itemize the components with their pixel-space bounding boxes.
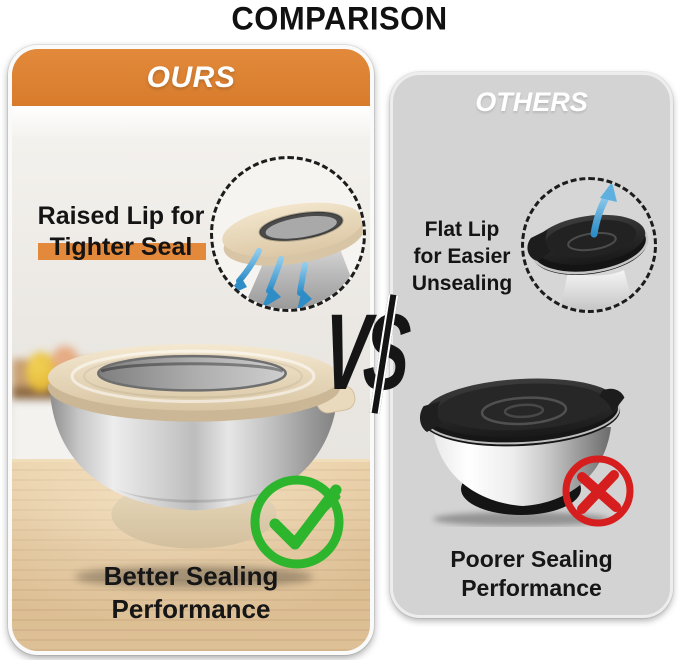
others-result-text: Poorer Sealing Performance <box>393 545 670 603</box>
lid-tab <box>527 229 551 262</box>
ours-feature-line2: Tighter Seal <box>49 233 193 261</box>
others-result-line1: Poorer Sealing <box>450 546 613 572</box>
others-feature-line3: Unsealing <box>411 272 513 295</box>
others-header: OTHERS <box>393 87 670 118</box>
raised-lip-detail-icon <box>222 202 363 309</box>
vs-badge: VS <box>319 291 439 418</box>
others-feature-line2: for Easier <box>413 245 511 268</box>
lid-tab <box>420 401 443 432</box>
others-result-line2: Performance <box>461 575 602 601</box>
others-feature-line1: Flat Lip <box>424 218 500 241</box>
ours-result-line1: Better Sealing <box>103 561 279 591</box>
others-feature-callout: Flat Lip for Easier Unsealing <box>393 216 531 297</box>
light-fade <box>12 106 370 140</box>
ours-result-line2: Performance <box>111 594 271 624</box>
zoom-detail-circle-others <box>521 177 657 313</box>
x-icon <box>557 450 639 532</box>
bowl-steel-body <box>49 391 339 511</box>
ours-result-text: Better Sealing Performance <box>12 560 370 626</box>
ours-header-label: OURS <box>146 60 236 94</box>
unseal-direction-arrow-icon <box>590 182 617 238</box>
lid-tab <box>599 388 625 413</box>
ours-feature-callout: Raised Lip for Tighter Seal <box>16 201 226 263</box>
ours-bowl-photo <box>47 344 356 588</box>
ours-header: OURS <box>12 49 370 106</box>
page-title: COMPARISON <box>231 0 448 37</box>
others-bowl-photo <box>420 378 625 526</box>
ours-feature-line1: Raised Lip for <box>37 202 205 230</box>
ours-panel: OURS Raised Lip for Tighter Seal <box>8 45 374 655</box>
bowl-lid-black <box>420 378 625 447</box>
lid-window <box>97 354 287 392</box>
check-icon <box>246 467 352 573</box>
orange-highlight-bar <box>38 243 206 260</box>
flat-lip-detail-icon <box>527 182 649 310</box>
others-header-label: OTHERS <box>475 87 588 117</box>
others-panel: OTHERS Flat Lip for Easier Unsealing <box>390 72 673 618</box>
zoom-detail-circle-ours <box>210 156 366 312</box>
